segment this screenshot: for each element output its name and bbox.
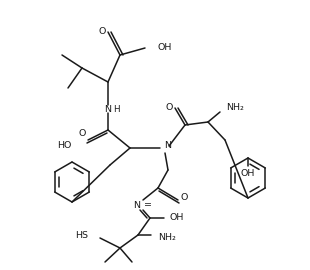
Text: N: N	[164, 141, 171, 150]
Text: HO: HO	[58, 141, 72, 150]
Text: OH: OH	[157, 42, 171, 52]
Text: O: O	[165, 103, 173, 113]
Text: HS: HS	[75, 231, 88, 241]
Text: O: O	[180, 194, 188, 202]
Text: N: N	[104, 104, 112, 113]
Text: O: O	[78, 130, 86, 139]
Text: N: N	[133, 201, 140, 210]
Text: OH: OH	[241, 170, 255, 178]
Text: NH₂: NH₂	[226, 103, 244, 113]
Text: O: O	[98, 28, 106, 36]
Text: OH: OH	[170, 214, 184, 222]
Text: H: H	[113, 104, 120, 113]
Text: =: =	[144, 201, 152, 210]
Text: NH₂: NH₂	[158, 232, 176, 241]
